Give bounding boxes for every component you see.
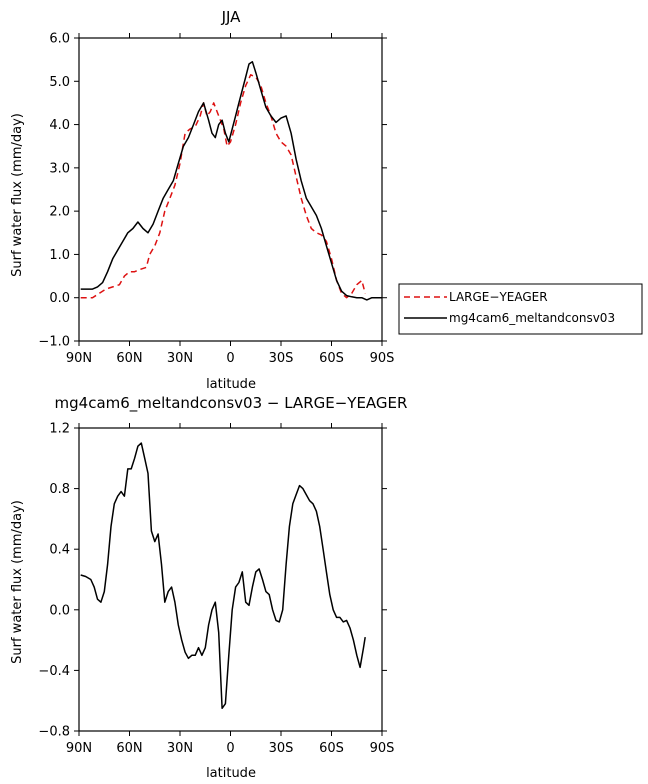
- chart-top-frame: [78, 37, 383, 342]
- chart-bottom-frame: [78, 427, 383, 732]
- y-tick-label: 0.4: [49, 543, 70, 558]
- y-tick-label: 1.2: [49, 422, 70, 437]
- x-tick-label: 30N: [167, 741, 193, 756]
- chart-bottom-ylabel: Surf water flux (mm/day): [10, 500, 25, 664]
- y-tick-label: 2.0: [49, 205, 70, 220]
- x-tick-label: 30S: [269, 351, 294, 366]
- x-tick-label: 60N: [116, 741, 142, 756]
- y-tick-label: 6.0: [49, 32, 70, 47]
- chart-bottom-plot: 90N 60N 30N 0 30S 60S 90S −0.8 −0.4 0.0 0.4 0.8 1.2: [38, 422, 394, 757]
- chart-top-xlabel: latitude: [206, 377, 256, 392]
- x-tick-label: 30N: [167, 351, 193, 366]
- chart-top-title: JJA: [221, 8, 242, 26]
- chart-top-legend: LARGE−YEAGER mg4cam6_meltandconsv03: [398, 283, 643, 335]
- y-tick-label: 1.0: [49, 248, 70, 263]
- x-tick-label: 0: [226, 351, 234, 366]
- chart-top-ylabel: Surf water flux (mm/day): [10, 113, 25, 277]
- x-tick-label: 90S: [370, 351, 395, 366]
- chart-top-plot: 90N 60N 30N 0 30S 60S 90S −1.0 0.0 1.0 2.0 3.0 4.0 5.…: [38, 32, 394, 367]
- legend-label-mg4cam6: mg4cam6_meltandconsv03: [449, 311, 615, 325]
- series-line-large-yeager: [80, 74, 366, 299]
- x-tick-label: 90S: [370, 741, 395, 756]
- legend-box: [398, 283, 643, 335]
- y-tick-label: 4.0: [49, 118, 70, 133]
- chart-bottom-title: mg4cam6_meltandconsv03 − LARGE−YEAGER: [55, 394, 408, 413]
- x-tick-label: 90N: [66, 351, 92, 366]
- x-tick-label: 60S: [319, 741, 344, 756]
- chart-top: JJA latitude Surf water flux (mm/day) 90…: [10, 8, 643, 392]
- y-tick-label: 0.0: [49, 603, 70, 618]
- x-tick-label: 60S: [319, 351, 344, 366]
- chart-bottom-xlabel: latitude: [206, 766, 256, 781]
- series-line-difference: [80, 442, 366, 710]
- y-tick-label: 5.0: [49, 75, 70, 90]
- y-tick-label: 0.0: [49, 291, 70, 306]
- x-tick-label: 30S: [269, 741, 294, 756]
- series-line-mg4cam6: [80, 61, 382, 301]
- y-tick-label: −0.8: [38, 725, 70, 740]
- x-tick-label: 60N: [116, 351, 142, 366]
- x-tick-label: 0: [226, 741, 234, 756]
- y-tick-label: 3.0: [49, 161, 70, 176]
- legend-label-large-yeager: LARGE−YEAGER: [449, 290, 548, 304]
- x-tick-label: 90N: [66, 741, 92, 756]
- chart-bottom: mg4cam6_meltandconsv03 − LARGE−YEAGER la…: [10, 394, 407, 781]
- y-tick-label: 0.8: [49, 482, 70, 497]
- y-tick-label: −0.4: [38, 664, 70, 679]
- y-tick-label: −1.0: [38, 335, 70, 350]
